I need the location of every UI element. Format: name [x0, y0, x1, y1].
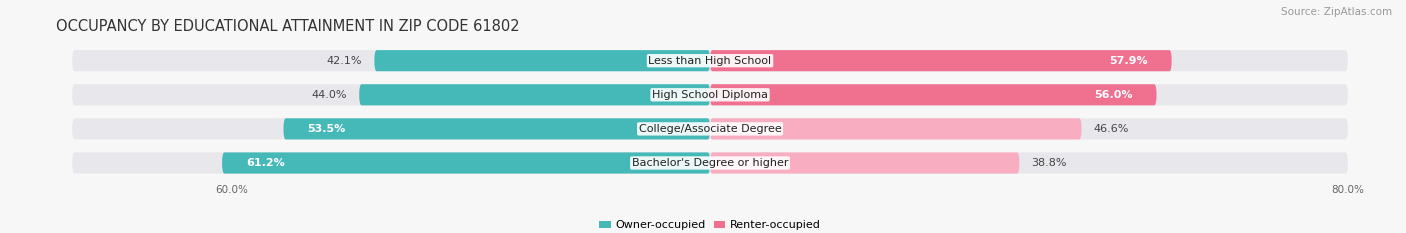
Text: 61.2%: 61.2%	[246, 158, 285, 168]
FancyBboxPatch shape	[72, 50, 1348, 71]
Text: College/Associate Degree: College/Associate Degree	[638, 124, 782, 134]
Text: High School Diploma: High School Diploma	[652, 90, 768, 100]
Text: 53.5%: 53.5%	[308, 124, 346, 134]
FancyBboxPatch shape	[72, 118, 1348, 140]
Text: 56.0%: 56.0%	[1094, 90, 1133, 100]
Text: 44.0%: 44.0%	[312, 90, 347, 100]
FancyBboxPatch shape	[710, 84, 1157, 105]
Text: 42.1%: 42.1%	[328, 56, 363, 66]
FancyBboxPatch shape	[710, 118, 1081, 140]
FancyBboxPatch shape	[222, 152, 710, 174]
Text: Source: ZipAtlas.com: Source: ZipAtlas.com	[1281, 7, 1392, 17]
FancyBboxPatch shape	[284, 118, 710, 140]
FancyBboxPatch shape	[374, 50, 710, 71]
FancyBboxPatch shape	[72, 84, 1348, 105]
FancyBboxPatch shape	[72, 152, 1348, 174]
FancyBboxPatch shape	[359, 84, 710, 105]
Text: Bachelor's Degree or higher: Bachelor's Degree or higher	[631, 158, 789, 168]
Text: Less than High School: Less than High School	[648, 56, 772, 66]
Text: 38.8%: 38.8%	[1032, 158, 1067, 168]
Text: 57.9%: 57.9%	[1109, 56, 1147, 66]
Text: OCCUPANCY BY EDUCATIONAL ATTAINMENT IN ZIP CODE 61802: OCCUPANCY BY EDUCATIONAL ATTAINMENT IN Z…	[56, 19, 520, 34]
Text: 46.6%: 46.6%	[1094, 124, 1129, 134]
FancyBboxPatch shape	[710, 152, 1019, 174]
FancyBboxPatch shape	[710, 50, 1171, 71]
Legend: Owner-occupied, Renter-occupied: Owner-occupied, Renter-occupied	[595, 216, 825, 233]
